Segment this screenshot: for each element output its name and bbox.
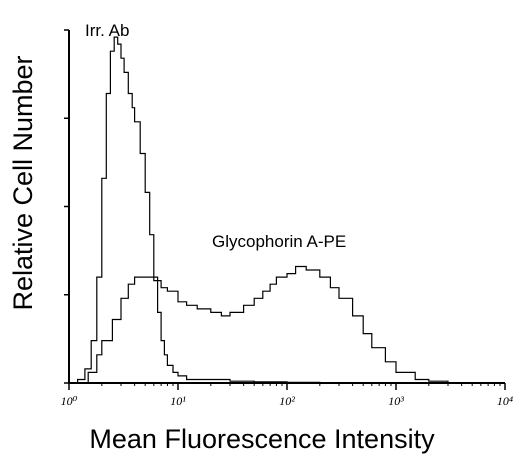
series-irr-ab-line bbox=[69, 36, 321, 384]
ticks: 10⁰ 10¹ 10² 10³ 10⁴ bbox=[61, 29, 513, 408]
x-tick-label: 10² bbox=[279, 394, 295, 408]
y-axis-title: Relative Cell Number bbox=[8, 55, 38, 310]
x-axis-title: Mean Fluorescence Intensity bbox=[89, 424, 435, 454]
x-tick-label: 10⁴ bbox=[497, 394, 513, 408]
annotation-glycophorin: Glycophorin A-PE bbox=[212, 232, 346, 251]
x-tick-label: 10³ bbox=[388, 394, 404, 408]
x-tick-label: 10¹ bbox=[170, 394, 186, 408]
x-tick-label: 10⁰ bbox=[61, 394, 78, 408]
annotation-irr-ab: Irr. Ab bbox=[85, 21, 129, 40]
series-glycophorin-line bbox=[81, 265, 449, 384]
series bbox=[69, 36, 449, 384]
